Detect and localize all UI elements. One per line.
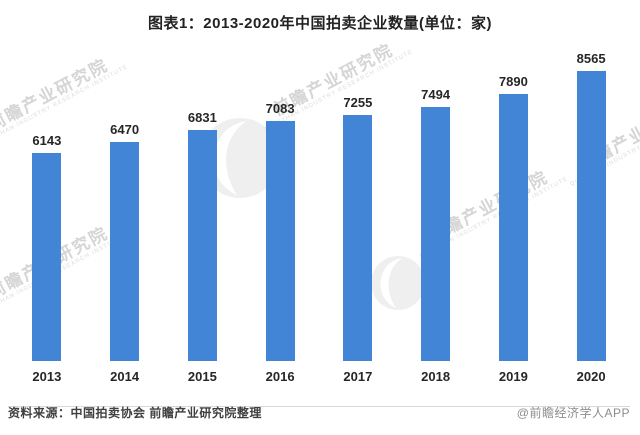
x-axis-tick-label: 2019 [498, 369, 528, 384]
bar-value-label: 7255 [343, 95, 373, 110]
bar-value-label: 7083 [265, 101, 295, 116]
x-axis-labels: 2013 2014 2015 2016 2017 2018 2019 2020 [8, 369, 630, 384]
x-axis-tick-label: 2016 [265, 369, 295, 384]
bar-column: 8565 [552, 45, 630, 361]
x-axis-tick-label: 2015 [187, 369, 217, 384]
bar-value-label: 7494 [421, 87, 451, 102]
bar-value-label: 6831 [187, 110, 217, 125]
bar-value-label: 7890 [498, 74, 528, 89]
bar [421, 107, 451, 361]
bar [498, 94, 528, 361]
bar-chart: 6143 6470 6831 7083 7255 7494 7890 8565 [8, 45, 630, 407]
x-axis-line [8, 406, 630, 407]
x-axis-tick-label: 2014 [110, 369, 140, 384]
bar-value-label: 6143 [32, 133, 62, 148]
x-axis-tick-label: 2018 [421, 369, 451, 384]
bar-value-label: 8565 [576, 51, 606, 66]
bar [343, 115, 373, 361]
bar-column: 6831 [164, 45, 242, 361]
chart-title: 图表1：2013-2020年中国拍卖企业数量(单位：家) [147, 15, 493, 32]
bar [110, 142, 140, 361]
bar-column: 7083 [241, 45, 319, 361]
source-note: 资料来源：中国拍卖协会 前瞻产业研究院整理 [8, 406, 262, 420]
bar-column: 6470 [86, 45, 164, 361]
bar [187, 130, 217, 361]
bar [32, 153, 62, 361]
app-credit: @前瞻经济学人APP [516, 406, 630, 420]
bar-column: 6143 [8, 45, 86, 361]
footer: 资料来源：中国拍卖协会 前瞻产业研究院整理 @前瞻经济学人APP [8, 404, 630, 421]
bar-value-label: 6470 [110, 122, 140, 137]
bar-column: 7494 [397, 45, 475, 361]
bar [576, 71, 606, 361]
bar-column: 7890 [475, 45, 553, 361]
x-axis-tick-label: 2020 [576, 369, 606, 384]
x-axis-tick-label: 2017 [343, 369, 373, 384]
x-axis-tick-label: 2013 [32, 369, 62, 384]
bar-column: 7255 [319, 45, 397, 361]
bar [265, 121, 295, 361]
bar-columns: 6143 6470 6831 7083 7255 7494 7890 8565 [8, 45, 630, 361]
